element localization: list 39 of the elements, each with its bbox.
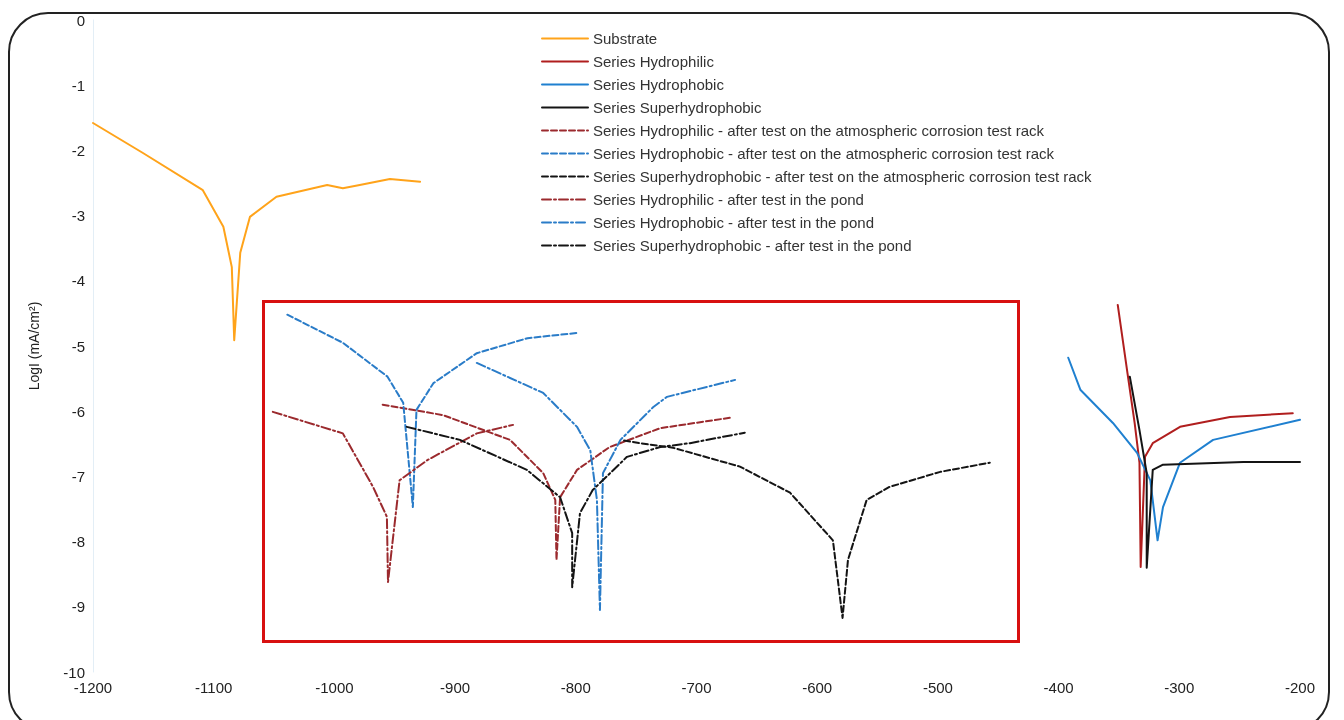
y-tick-label: -1 (71, 76, 85, 94)
x-tick-label: -800 (560, 679, 591, 696)
legend-label: Substrate (593, 30, 658, 47)
y-tick-label: -3 (71, 207, 85, 225)
x-tick-label: -900 (440, 679, 471, 696)
x-tick-label: -400 (1043, 679, 1074, 696)
y-tick-label: -2 (71, 141, 85, 159)
line-series (92, 122, 422, 342)
x-tick-label: -300 (1164, 679, 1195, 696)
legend-label: Series Hydrophilic - after test on the atmospheric corrosion test rack (593, 122, 1045, 139)
y-tick-label: -4 (71, 272, 85, 290)
y-tick-label: -7 (71, 467, 85, 485)
legend-label: Series Hydrophilic (593, 53, 715, 70)
x-tick-label: -600 (802, 679, 833, 696)
x-tick-label: -1000 (315, 679, 354, 696)
x-tick-label: -1200 (73, 679, 113, 696)
legend-label: Series Hydrophobic (593, 76, 725, 93)
x-tick-label: -500 (922, 679, 953, 696)
legend-label: Series Hydrophobic - after test on the atmospheric corrosion test rack (593, 145, 1055, 162)
legend-label: Series Superhydrophobic (593, 99, 762, 116)
line-series (1116, 303, 1294, 569)
x-tick-label: -700 (681, 679, 712, 696)
x-tick-label: -1100 (195, 679, 233, 696)
y-tick-label: -9 (71, 598, 85, 616)
y-tick-label: -5 (71, 337, 85, 355)
line-series (1128, 375, 1301, 569)
y-tick-label: 0 (76, 11, 85, 29)
y-tick-label: -8 (71, 533, 85, 551)
legend-label: Series Superhydrophobic - after test on the atmospheric corrosion test rack (593, 168, 1093, 185)
y-tick-label: -6 (71, 402, 85, 420)
y-axis-title: LogI (mA/cm²) (26, 301, 42, 391)
y-tick-label: -10 (63, 663, 85, 681)
x-tick-label: -200 (1284, 679, 1316, 696)
line-series (475, 361, 737, 612)
legend-label: Series Hydrophobic - after test in the pond (593, 214, 874, 231)
line-series (286, 313, 579, 509)
legend-label: Series Superhydrophobic - after test in the pond (593, 237, 912, 254)
legend-label: Series Hydrophilic - after test in the pond (593, 191, 864, 208)
line-series (1067, 356, 1301, 542)
